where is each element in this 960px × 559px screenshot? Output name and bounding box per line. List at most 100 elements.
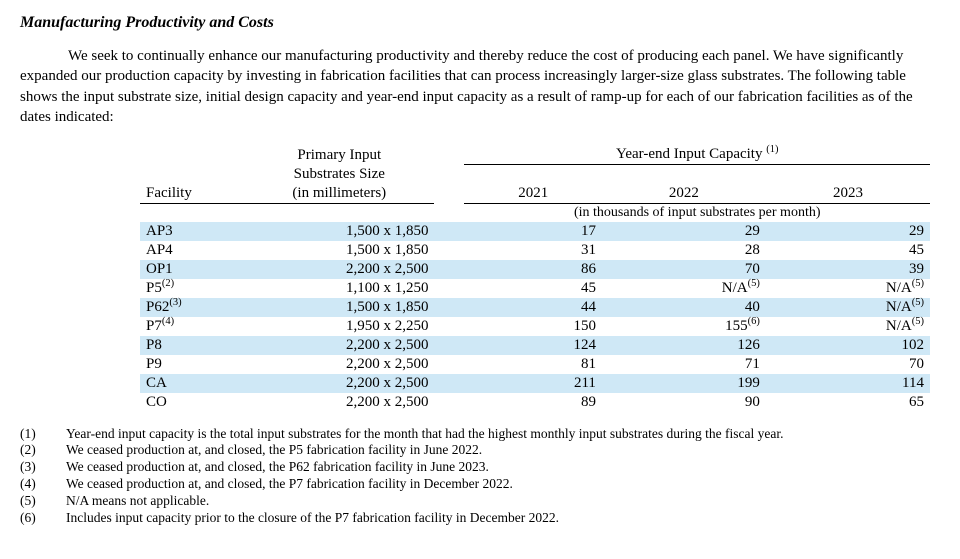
footnote: (3) We ceased production at, and closed, … [20, 459, 940, 476]
footnote-text: Includes input capacity prior to the clo… [66, 510, 559, 527]
gap-cell [434, 241, 464, 260]
gap-cell [434, 374, 464, 393]
facility-cell: P7(4) [140, 317, 244, 336]
gap-cell [434, 260, 464, 279]
table-row: P5(2)1,100 x 1,25045N/A(5)N/A(5) [140, 279, 930, 298]
footnote-mark: (3) [20, 459, 48, 476]
size-cell: 2,200 x 2,500 [244, 374, 434, 393]
footnote-text: N/A means not applicable. [66, 493, 209, 510]
value-cell: 29 [766, 222, 930, 241]
facility-cell: P5(2) [140, 279, 244, 298]
value-cell: 40 [602, 298, 766, 317]
hdr-gap [434, 165, 464, 184]
hdr-year-0: 2021 [464, 184, 601, 204]
hdr-primary-line1: Primary Input [244, 145, 434, 165]
facility-cell: CA [140, 374, 244, 393]
hdr-primary-line3: (in millimeters) [244, 184, 434, 204]
footnote: (4) We ceased production at, and closed, … [20, 476, 940, 493]
gap-cell [434, 336, 464, 355]
value-cell: 71 [602, 355, 766, 374]
size-cell: 1,500 x 1,850 [244, 298, 434, 317]
value-cell: 90 [602, 393, 766, 412]
footnotes: (1)Year-end input capacity is the total … [20, 426, 940, 527]
footnote-mark: (5) [20, 493, 48, 510]
hdr-yearend: Year-end Input Capacity (1) [464, 145, 930, 165]
table-row: CA2,200 x 2,500211199114 [140, 374, 930, 393]
table-row: CO2,200 x 2,500899065 [140, 393, 930, 412]
footnote: (1)Year-end input capacity is the total … [20, 426, 940, 443]
hdr-primary-line2: Substrates Size [244, 165, 434, 184]
value-cell: 28 [602, 241, 766, 260]
facility-cell: AP4 [140, 241, 244, 260]
table-row: P62(3)1,500 x 1,850 4440N/A(5) [140, 298, 930, 317]
hdr-facility: Facility [140, 184, 244, 204]
size-cell: 1,950 x 2,250 [244, 317, 434, 336]
value-cell: 89 [464, 393, 601, 412]
hdr-blank [244, 203, 434, 222]
value-cell: 31 [464, 241, 601, 260]
hdr-blank [464, 165, 930, 184]
footnote-mark: (2) [20, 442, 48, 459]
value-cell: N/A(5) [766, 298, 930, 317]
facility-cell: P9 [140, 355, 244, 374]
section-title: Manufacturing Productivity and Costs [20, 14, 940, 32]
size-cell: 2,200 x 2,500 [244, 393, 434, 412]
facility-cell: CO [140, 393, 244, 412]
footnote-mark: (4) [20, 476, 48, 493]
footnote-text: We ceased production at, and closed, the… [66, 459, 489, 476]
table-row: P7(4)1,950 x 2,250 150155(6)N/A(5) [140, 317, 930, 336]
hdr-blank [140, 165, 244, 184]
hdr-year-1: 2022 [602, 184, 766, 204]
value-cell: 102 [766, 336, 930, 355]
footnote-text: We ceased production at, and closed, the… [66, 442, 482, 459]
facility-cell: AP3 [140, 222, 244, 241]
value-cell: N/A(5) [766, 279, 930, 298]
value-cell: 199 [602, 374, 766, 393]
gap-cell [434, 317, 464, 336]
gap-cell [434, 393, 464, 412]
hdr-blank [140, 145, 244, 165]
footnote: (6) Includes input capacity prior to the … [20, 510, 940, 527]
footnote-mark: (6) [20, 510, 48, 527]
value-cell: 70 [602, 260, 766, 279]
gap-cell [434, 298, 464, 317]
hdr-gap [434, 145, 464, 165]
size-cell: 1,500 x 1,850 [244, 241, 434, 260]
value-cell: 126 [602, 336, 766, 355]
footnote-mark: (1) [20, 426, 48, 443]
facility-cell: P8 [140, 336, 244, 355]
size-cell: 2,200 x 2,500 [244, 355, 434, 374]
table-row: AP31,500 x 1,850172929 [140, 222, 930, 241]
facility-cell: P62(3) [140, 298, 244, 317]
size-cell: 2,200 x 2,500 [244, 260, 434, 279]
hdr-year-2: 2023 [766, 184, 930, 204]
value-cell: 44 [464, 298, 601, 317]
value-cell: 39 [766, 260, 930, 279]
table-row: OP12,200 x 2,500867039 [140, 260, 930, 279]
value-cell: 86 [464, 260, 601, 279]
value-cell: 150 [464, 317, 601, 336]
value-cell: 70 [766, 355, 930, 374]
gap-cell [434, 355, 464, 374]
value-cell: 17 [464, 222, 601, 241]
value-cell: 114 [766, 374, 930, 393]
gap-cell [434, 279, 464, 298]
size-cell: 2,200 x 2,500 [244, 336, 434, 355]
value-cell: 124 [464, 336, 601, 355]
body-paragraph: We seek to continually enhance our manuf… [20, 46, 940, 127]
footnote-text: We ceased production at, and closed, the… [66, 476, 513, 493]
capacity-table: Primary Input Year-end Input Capacity (1… [140, 145, 930, 412]
size-cell: 1,100 x 1,250 [244, 279, 434, 298]
size-cell: 1,500 x 1,850 [244, 222, 434, 241]
footnote: (5) N/A means not applicable. [20, 493, 940, 510]
hdr-yearend-sup: (1) [766, 144, 778, 155]
table-row: P82,200 x 2,500 124126102 [140, 336, 930, 355]
unit-note: (in thousands of input substrates per mo… [464, 203, 930, 222]
footnote: (2) We ceased production at, and closed, … [20, 442, 940, 459]
table-row: P92,200 x 2,500 817170 [140, 355, 930, 374]
hdr-gap [434, 184, 464, 204]
value-cell: 81 [464, 355, 601, 374]
value-cell: N/A(5) [766, 317, 930, 336]
value-cell: N/A(5) [602, 279, 766, 298]
value-cell: 155(6) [602, 317, 766, 336]
